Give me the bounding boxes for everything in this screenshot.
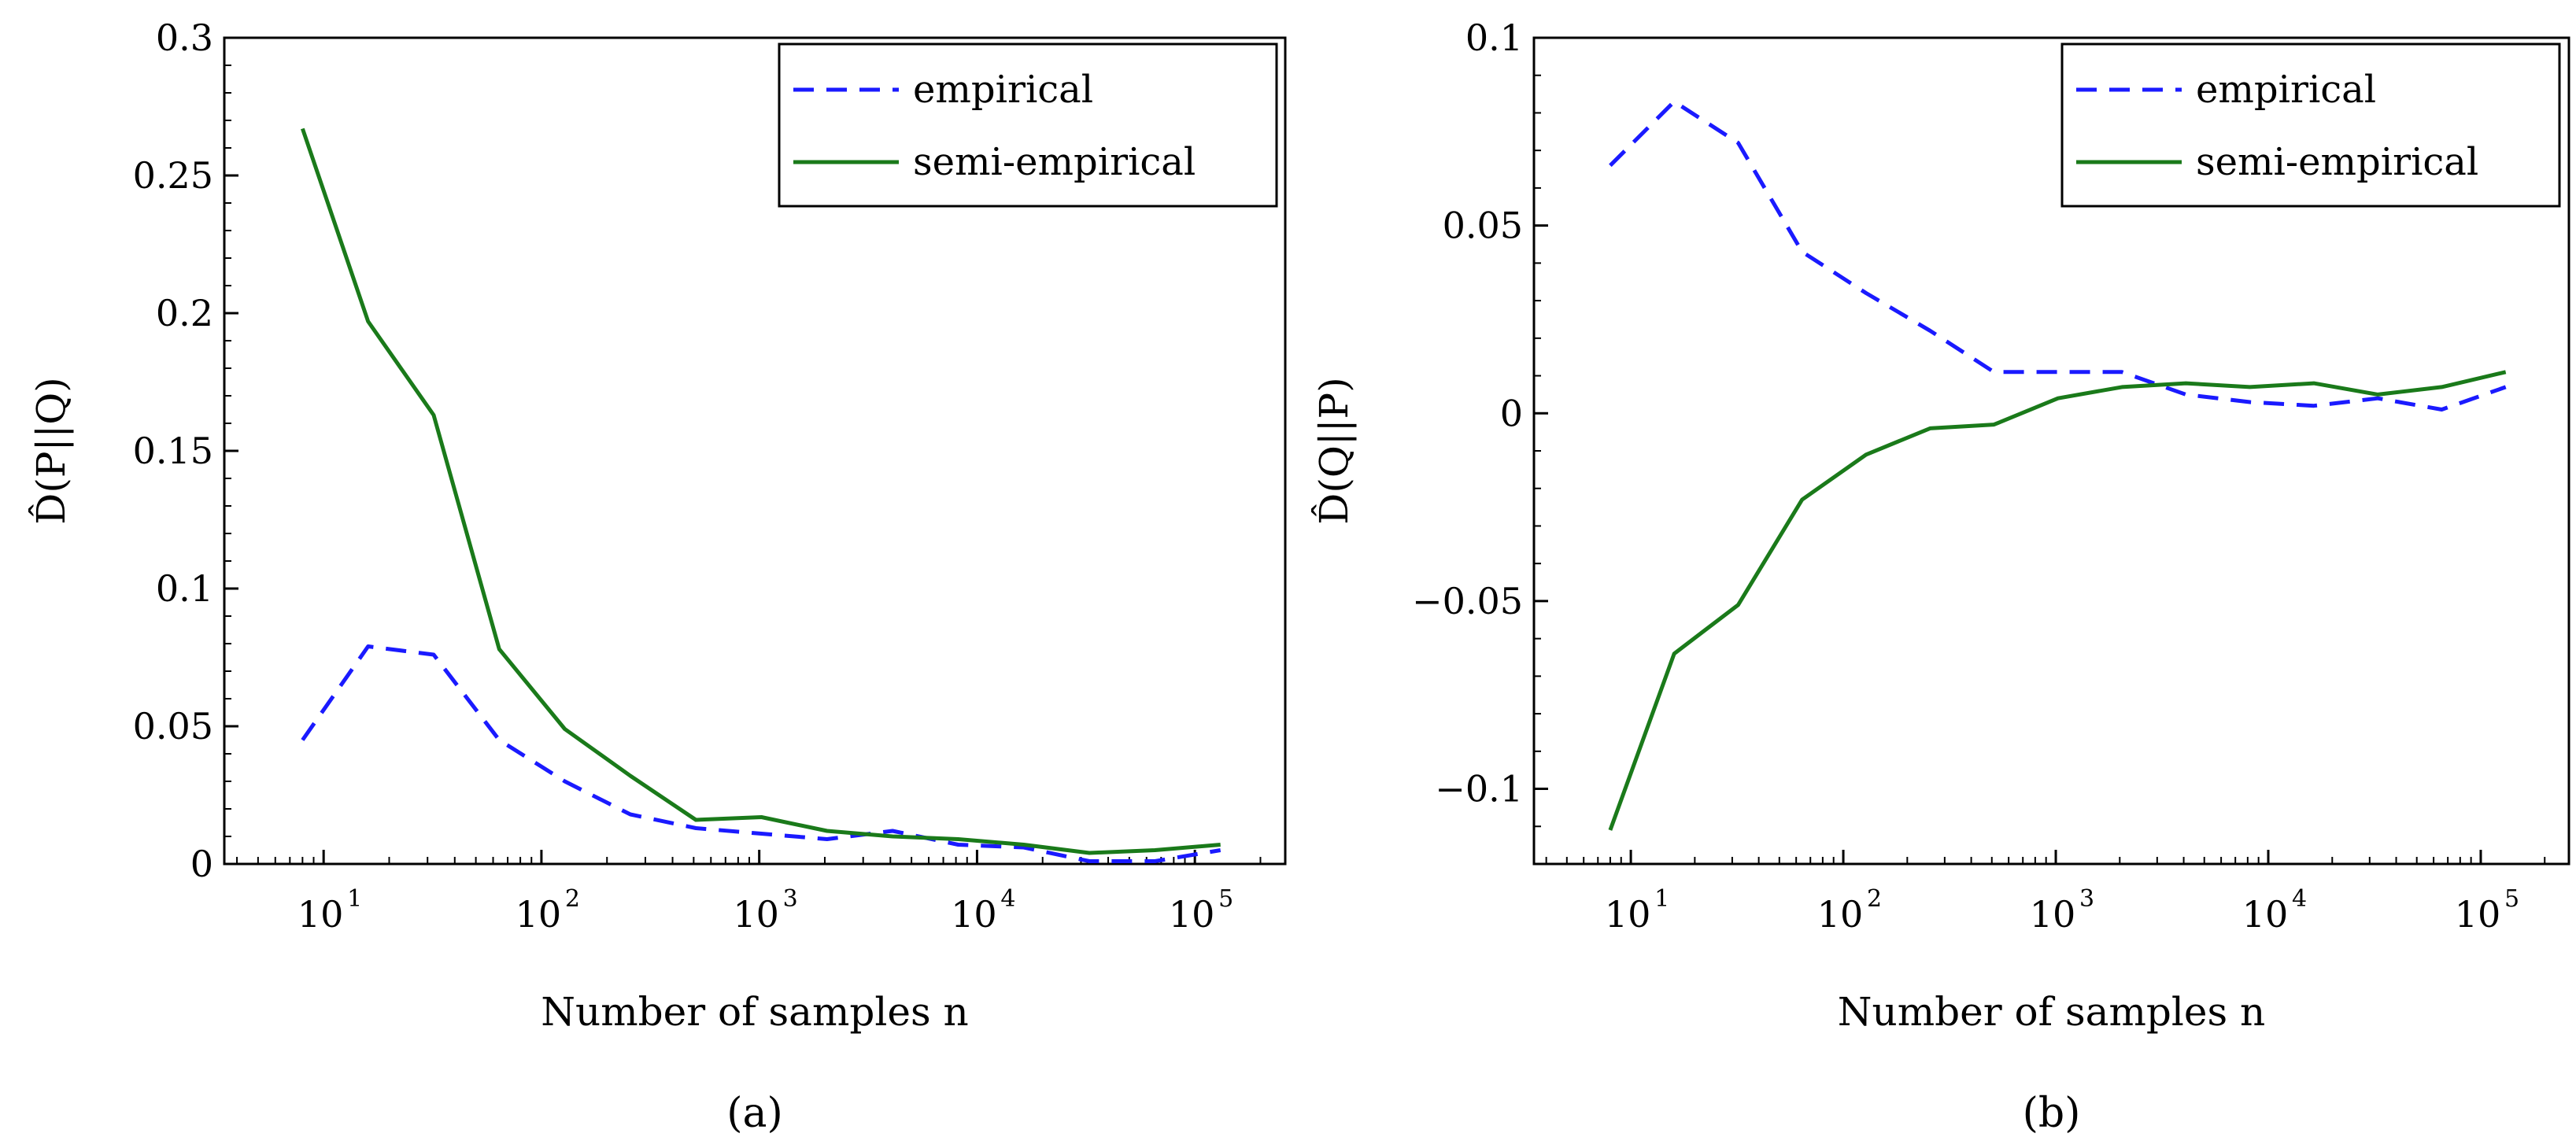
legend-box	[2060, 42, 2561, 208]
series-line-empirical	[301, 644, 1221, 863]
y-tick-label: 0.05	[133, 705, 213, 747]
y-tick-label: 0	[190, 843, 213, 885]
x-tick-exponent: 5	[2504, 885, 2519, 913]
x-tick-label: 10	[2030, 893, 2076, 936]
x-tick-label: 10	[1605, 893, 1651, 936]
x-tick-exponent: 1	[347, 885, 362, 913]
legend-label-semi-empirical: semi-empirical	[2196, 140, 2478, 184]
x-tick-exponent: 2	[565, 885, 580, 913]
x-tick-label: 10	[2242, 893, 2289, 936]
panel-label: (b)	[2023, 1090, 2081, 1137]
x-tick-label: 10	[2455, 893, 2501, 936]
y-tick-label: 0.15	[133, 430, 213, 472]
y-tick-label: 0	[1500, 392, 1523, 434]
x-tick-label: 10	[733, 893, 779, 936]
x-tick-exponent: 2	[1867, 885, 1882, 913]
x-tick-label: 10	[298, 893, 344, 936]
legend-label-empirical: empirical	[913, 68, 1093, 112]
x-tick-exponent: 4	[2292, 885, 2307, 913]
x-tick-label: 10	[516, 893, 562, 936]
y-axis-title: D̂(Q||P)	[1310, 377, 1357, 524]
y-axis-title: D̂(P||Q)	[28, 377, 74, 524]
y-tick-label: 0.1	[1465, 17, 1523, 59]
legend-label-empirical: empirical	[2196, 68, 2376, 112]
y-tick-label: 0.1	[156, 567, 213, 610]
x-tick-exponent: 5	[1218, 885, 1233, 913]
x-tick-label: 10	[1169, 893, 1215, 936]
x-tick-exponent: 3	[783, 885, 798, 913]
panel-a-chart: 00.050.10.150.20.250.310 1 10 2 10 3 10 4 10 5Num…	[28, 17, 1287, 1137]
series-line-semi-empirical	[301, 127, 1221, 855]
x-axis-title: Number of samples n	[1838, 989, 2265, 1035]
x-axis-title: Number of samples n	[541, 989, 968, 1035]
y-tick-label: 0.05	[1443, 205, 1523, 247]
legend-box	[778, 42, 1278, 208]
x-tick-exponent: 1	[1654, 885, 1669, 913]
x-tick-label: 10	[1817, 893, 1864, 936]
series-line-semi-empirical	[1608, 370, 2507, 831]
x-tick-label: 10	[951, 893, 997, 936]
y-tick-label: 0.25	[133, 154, 213, 197]
y-tick-label: 0.3	[156, 17, 213, 59]
series-line-empirical	[1609, 99, 2507, 412]
x-tick-exponent: 4	[1000, 885, 1015, 913]
y-tick-label: 0.2	[156, 292, 213, 334]
legend-label-semi-empirical: semi-empirical	[913, 140, 1196, 184]
y-tick-label: −0.05	[1412, 580, 1523, 622]
panel-label: (a)	[726, 1090, 783, 1137]
x-tick-exponent: 3	[2079, 885, 2094, 913]
y-tick-label: −0.1	[1435, 768, 1523, 810]
